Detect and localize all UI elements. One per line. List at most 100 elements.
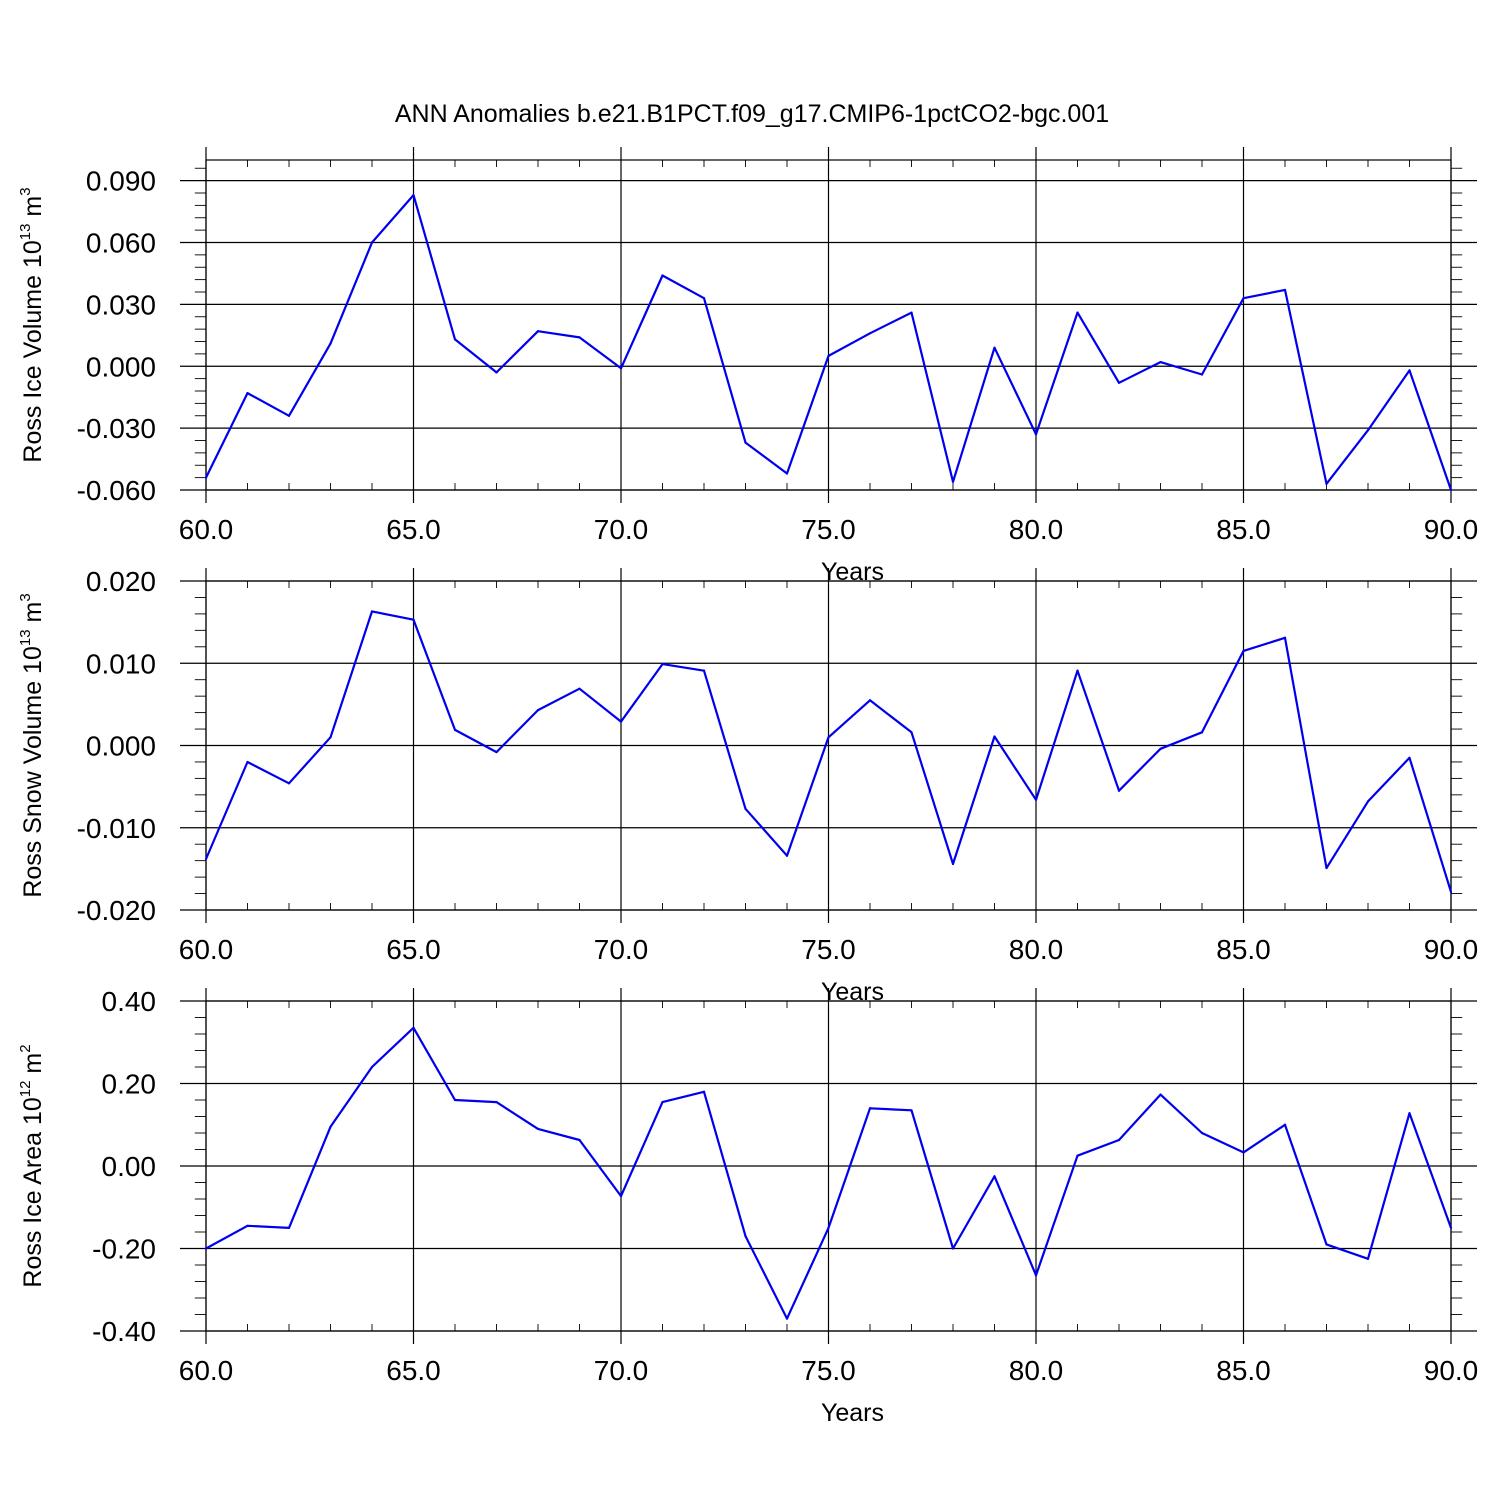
x-tick-label: 85.0 <box>1216 1355 1271 1386</box>
data-point <box>1449 890 1453 894</box>
data-point <box>993 1175 996 1178</box>
x-tick-label: 85.0 <box>1216 514 1271 545</box>
y-tick-label: 0.030 <box>86 289 156 320</box>
data-point <box>1325 1243 1328 1246</box>
data-point <box>204 476 208 479</box>
y-tick-label: 0.020 <box>86 566 156 597</box>
data-point <box>993 346 996 349</box>
x-tick-label: 80.0 <box>1009 1355 1064 1386</box>
x-axis-label: Years <box>821 978 884 1006</box>
x-tick-label: 70.0 <box>594 1355 649 1386</box>
data-point <box>287 414 291 417</box>
y-axis-label: Ross Snow Volume 1013 m3 <box>17 593 47 897</box>
data-point <box>1200 731 1204 734</box>
data-point <box>1076 311 1079 314</box>
data-point <box>246 391 249 395</box>
panel-2: 60.0 65.0 70.0 75.0 80.0 85.0 90.0 -0.020 -0.010… <box>17 566 1478 1006</box>
panel-3: 60.0 65.0 70.0 75.0 80.0 85.0 90.0 -0.40 -0.20 0.… <box>17 986 1478 1427</box>
data-point <box>1283 288 1287 292</box>
data-point <box>702 669 706 672</box>
x-tick-label: 80.0 <box>1009 514 1064 545</box>
data-point <box>661 1100 664 1104</box>
data-point <box>951 862 955 866</box>
data-point <box>702 297 706 300</box>
x-tick-label: 75.0 <box>801 934 856 965</box>
data-point <box>412 1026 415 1029</box>
data-point <box>1366 1257 1370 1260</box>
data-point <box>1076 669 1079 672</box>
data-point <box>868 699 872 702</box>
y-tick-label: -0.010 <box>77 813 156 844</box>
x-tick-label: 75.0 <box>801 1355 856 1386</box>
data-point <box>1283 1123 1287 1126</box>
y-axis-label-sup: 12 <box>17 1081 34 1098</box>
data-point <box>868 332 872 335</box>
data-point <box>785 472 789 475</box>
x-tick-label: 70.0 <box>594 514 649 545</box>
data-point <box>1449 488 1453 492</box>
data-point <box>910 731 913 734</box>
data-point <box>619 1195 623 1198</box>
y-axis-label-text: Ross Ice Area 10 <box>19 1097 47 1287</box>
data-point <box>536 330 540 333</box>
data-point <box>744 1235 747 1238</box>
x-tick-label: 65.0 <box>386 1355 441 1386</box>
data-point <box>1076 1154 1079 1157</box>
data-point <box>412 618 415 621</box>
data-point <box>204 857 208 861</box>
data-point <box>744 807 747 810</box>
y-axis-label: Ross Ice Area 1012 m2 <box>17 1044 47 1287</box>
x-tick-label: 90.0 <box>1424 934 1479 965</box>
data-point <box>1034 798 1038 801</box>
y-axis-label-text: Ross Snow Volume 10 <box>19 646 47 898</box>
data-point <box>619 367 623 370</box>
y-tick-label: -0.060 <box>77 475 156 506</box>
y-axis-label-text: Ross Ice Volume 10 <box>19 240 47 462</box>
data-point <box>1200 373 1204 376</box>
data-point <box>868 1107 872 1110</box>
data-point <box>827 354 830 358</box>
data-point <box>370 241 374 244</box>
data-point <box>1034 1274 1038 1277</box>
data-point <box>495 1100 498 1104</box>
data-point <box>827 1226 830 1229</box>
data-point <box>827 736 830 739</box>
y-tick-label: 0.090 <box>86 166 156 197</box>
y-axis-label-unit-sup: 3 <box>17 187 34 195</box>
x-axis-label: Years <box>821 558 884 586</box>
y-axis-label-sup: 13 <box>17 224 34 241</box>
data-point <box>1159 361 1162 364</box>
y-tick-label: 0.00 <box>102 1151 157 1182</box>
data-point <box>1325 866 1328 870</box>
data-point <box>287 782 291 785</box>
data-point <box>453 1098 457 1102</box>
data-point <box>785 854 789 857</box>
data-point <box>578 1138 581 1142</box>
data-point <box>412 193 415 197</box>
y-axis-label: Ross Ice Volume 1013 m3 <box>17 187 47 462</box>
data-point <box>246 760 249 764</box>
data-point <box>1117 1138 1121 1142</box>
y-tick-label: 0.40 <box>102 986 157 1017</box>
data-point <box>370 610 374 613</box>
x-tick-label: 65.0 <box>386 514 441 545</box>
data-point <box>1242 297 1245 300</box>
y-axis-label-unit-sup: 2 <box>17 1044 34 1052</box>
x-tick-label: 65.0 <box>386 934 441 965</box>
x-tick-label: 75.0 <box>801 514 856 545</box>
data-point <box>661 274 664 277</box>
y-axis-label-sup: 13 <box>17 629 34 646</box>
y-tick-label: 0.000 <box>86 351 156 382</box>
data-point <box>619 720 623 723</box>
data-point <box>1449 1226 1453 1229</box>
data-point <box>910 311 913 314</box>
y-axis-label-unit-sup: 3 <box>17 593 34 601</box>
x-axis-label: Years <box>821 1399 884 1427</box>
data-point <box>536 709 540 712</box>
data-point <box>1325 482 1328 485</box>
data-point <box>785 1317 789 1320</box>
y-tick-label: -0.20 <box>92 1234 156 1265</box>
data-point <box>246 1224 249 1227</box>
data-point <box>329 736 332 739</box>
